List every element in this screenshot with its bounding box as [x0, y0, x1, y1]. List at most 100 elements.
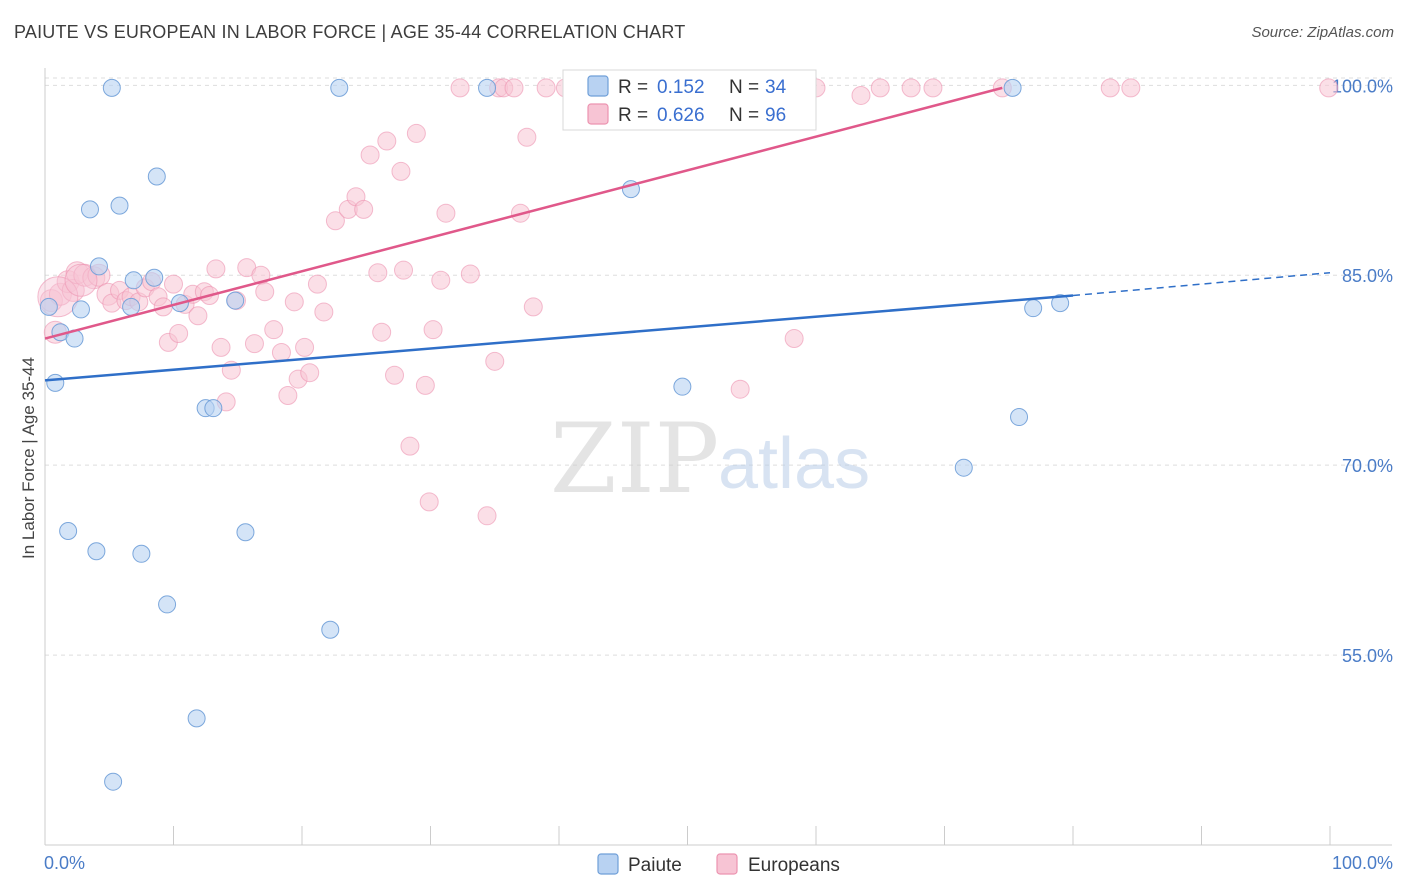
y-tick-label: 85.0%	[1342, 266, 1393, 286]
y-tick-labels: 55.0% 70.0% 85.0% 100.0%	[1332, 76, 1393, 666]
europeans-point	[264, 320, 284, 340]
legend-europeans-n-label: N =	[729, 105, 759, 126]
x-tick-label: 100.0%	[1332, 853, 1393, 873]
watermark-zip: ZIP	[550, 403, 719, 515]
europeans-point	[244, 334, 264, 354]
europeans-point	[536, 78, 556, 98]
europeans-point	[450, 78, 470, 98]
europeans-point	[391, 161, 411, 181]
bottom-legend-europeans-label: Europeans	[748, 855, 840, 876]
paiute-point	[1003, 78, 1022, 97]
watermark-atlas: atlas	[718, 424, 870, 504]
europeans-point	[436, 203, 456, 223]
paiute-point	[122, 297, 141, 316]
paiute-point	[673, 377, 692, 396]
axes	[44, 68, 1392, 846]
paiute-point	[124, 271, 143, 290]
paiute-point	[204, 399, 223, 418]
paiute-point	[1051, 294, 1070, 313]
europeans-point	[406, 123, 426, 143]
paiute-point	[1010, 408, 1029, 427]
europeans-point	[419, 492, 439, 512]
europeans-point	[460, 264, 480, 284]
europeans-point	[278, 386, 298, 406]
europeans-point	[431, 270, 451, 290]
europeans-point	[504, 78, 524, 98]
europeans-point	[255, 282, 275, 302]
y-tick-label: 55.0%	[1342, 646, 1393, 666]
legend-paiute-n-label: N =	[729, 77, 759, 98]
europeans-point	[1100, 78, 1120, 98]
bottom-legend-paiute-swatch	[597, 853, 619, 875]
europeans-point	[385, 365, 405, 385]
paiute-point	[330, 78, 349, 97]
europeans-point	[368, 263, 388, 283]
europeans-point	[851, 85, 871, 105]
legend-europeans-swatch	[587, 103, 609, 125]
europeans-point	[271, 342, 291, 362]
paiute-point	[147, 167, 166, 186]
paiute-trendline-extension	[1072, 271, 1331, 297]
europeans-point	[923, 78, 943, 98]
paiute-point	[46, 373, 65, 392]
y-tick-label: 70.0%	[1342, 456, 1393, 476]
europeans-point-large	[64, 263, 98, 297]
europeans-point	[372, 322, 392, 342]
paiute-point	[478, 78, 497, 97]
europeans-point	[523, 297, 543, 317]
europeans-point	[307, 274, 327, 294]
legend-paiute-r-value: 0.152	[657, 77, 705, 98]
legend-europeans-r-value: 0.626	[657, 105, 705, 126]
europeans-point	[477, 506, 497, 526]
paiute-point	[132, 544, 151, 563]
paiute-point	[87, 542, 106, 561]
paiute-point	[104, 772, 123, 791]
europeans-point	[300, 363, 320, 383]
x-tick-label: 0.0%	[44, 853, 85, 873]
europeans-point	[901, 78, 921, 98]
paiute-point	[80, 200, 99, 219]
paiute-point	[59, 522, 78, 540]
europeans-point	[394, 260, 414, 280]
europeans-point	[360, 145, 380, 165]
legend-paiute-n-value: 34	[765, 77, 787, 98]
legend-europeans-n-value: 96	[765, 105, 786, 126]
paiute-point	[158, 595, 177, 614]
europeans-point	[377, 131, 397, 151]
europeans-point	[164, 274, 183, 294]
chart-title: PAIUTE VS EUROPEAN IN LABOR FORCE | AGE …	[14, 22, 686, 42]
europeans-trendline	[44, 86, 1003, 340]
paiute-point	[321, 620, 340, 639]
paiute-trendline	[44, 294, 1074, 382]
paiute-point	[110, 196, 129, 215]
paiute-point	[187, 709, 206, 728]
europeans-point	[485, 351, 505, 371]
paiute-point	[145, 268, 164, 287]
correlation-legend: R = 0.152 N = 34 R = 0.626 N = 96	[562, 69, 817, 131]
y-axis-label: In Labor Force | Age 35-44	[19, 357, 38, 559]
europeans-point	[354, 199, 374, 219]
europeans-point	[211, 337, 231, 357]
paiute-point	[226, 291, 245, 310]
bottom-legend-europeans-swatch	[716, 853, 738, 875]
paiute-point	[954, 458, 973, 477]
trendlines	[44, 86, 1331, 382]
paiute-point	[89, 257, 108, 276]
series-legend: Paiute Europeans	[597, 853, 840, 876]
europeans-point	[423, 320, 443, 340]
europeans-point	[784, 329, 804, 349]
europeans-point	[314, 302, 334, 322]
europeans-point	[415, 375, 435, 395]
watermark: ZIP atlas	[550, 403, 870, 515]
europeans-point	[206, 259, 226, 279]
legend-paiute-swatch	[587, 75, 609, 97]
gridlines	[45, 77, 1392, 656]
europeans-point	[295, 337, 315, 357]
europeans-point	[1319, 78, 1339, 98]
legend-paiute-r-label: R =	[618, 77, 648, 98]
europeans-point	[284, 292, 304, 312]
paiute-point	[39, 297, 58, 316]
legend-europeans-r-label: R =	[618, 105, 648, 126]
europeans-point	[730, 379, 750, 399]
